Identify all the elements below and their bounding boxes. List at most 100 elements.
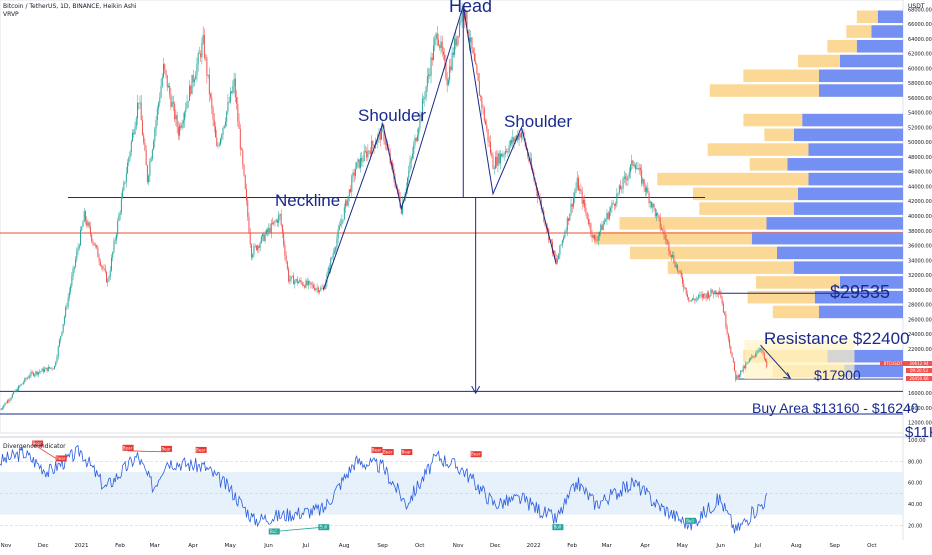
candle-body — [337, 229, 339, 239]
candle-body — [573, 197, 575, 207]
buy-area-label: Buy Area $13160 - $16240 — [752, 400, 919, 416]
price-tick-1: 66000.00 — [908, 22, 932, 28]
candle-body — [610, 207, 612, 212]
time-tick-17: Apr — [640, 543, 650, 549]
candle-body — [215, 126, 217, 138]
candle-body — [361, 158, 363, 162]
candle-body — [621, 188, 623, 190]
candle-body — [374, 144, 376, 148]
volume-profile-down-7 — [793, 128, 903, 142]
candle-body — [177, 127, 179, 136]
candle-body — [449, 66, 451, 80]
candle-body — [502, 154, 504, 157]
candle-body — [606, 213, 608, 220]
candle-body — [81, 226, 83, 231]
volume-profile-down-10 — [808, 172, 903, 186]
volume-profile-up-3 — [798, 54, 840, 68]
volume-profile-down-3 — [840, 54, 903, 68]
candle-body — [466, 10, 468, 31]
candle-body — [709, 295, 711, 298]
candle-body — [415, 138, 417, 141]
candle-body — [132, 132, 134, 142]
candle-body — [686, 294, 688, 297]
indicator-name[interactable]: VRVP — [3, 11, 19, 18]
candle-body — [184, 112, 186, 121]
candle-body — [40, 371, 42, 372]
candle-body — [565, 230, 567, 233]
candle-body — [347, 196, 349, 206]
candle-body — [61, 331, 63, 337]
oscillator-title[interactable]: Divergence Indicator — [3, 443, 66, 450]
candle-body — [265, 229, 267, 235]
candle-body — [710, 289, 712, 296]
candle-body — [93, 242, 95, 246]
candle-body — [660, 227, 662, 230]
candle-body — [52, 368, 54, 370]
price-tick-5: 58000.00 — [908, 81, 932, 87]
candle-body — [91, 234, 93, 241]
symbol-header[interactable]: Bitcoin / TetherUS, 1D, BINANCE, Heikin … — [3, 3, 137, 10]
candle-body — [753, 356, 755, 357]
candle-body — [442, 51, 444, 55]
oscillator-line — [0, 444, 768, 534]
candle-body — [320, 287, 322, 291]
candle-body — [605, 219, 607, 222]
candle-body — [352, 172, 354, 177]
candle-body — [47, 366, 49, 372]
candle-body — [643, 179, 645, 188]
candle-body — [148, 175, 150, 183]
candle-body — [454, 38, 456, 55]
candle-body — [41, 368, 43, 372]
candle-body — [257, 245, 259, 250]
candle-body — [314, 287, 316, 291]
candle-body — [651, 201, 653, 208]
candle-body — [581, 191, 583, 204]
candle-body — [316, 287, 318, 289]
candle-body — [700, 294, 702, 296]
candle-body — [498, 153, 500, 164]
price-tick-22: 24000.00 — [908, 332, 932, 338]
resistance-label: Resistance $22400 — [764, 329, 910, 348]
bull-marker-2 — [552, 524, 564, 531]
candle-body — [517, 135, 519, 141]
time-tick-15: Feb — [567, 543, 577, 549]
candle-body — [187, 101, 189, 102]
candle-body — [597, 235, 599, 241]
volume-profile-down-18 — [814, 290, 903, 304]
volume-profile-up-6 — [743, 113, 803, 127]
candle-body — [67, 297, 69, 307]
volume-profile-up-16 — [667, 261, 794, 274]
candle-body — [530, 158, 532, 169]
candle-body — [719, 291, 721, 294]
candle-body — [21, 383, 23, 385]
candle-body — [319, 290, 321, 293]
price-tick-0: 68000.00 — [908, 7, 932, 13]
candle-body — [11, 394, 13, 398]
candle-body — [762, 350, 764, 353]
candle-body — [14, 391, 16, 393]
candle-body — [68, 291, 70, 298]
candle-body — [159, 97, 161, 103]
candle-body — [221, 135, 223, 139]
candle-body — [186, 101, 188, 109]
candle-body — [653, 203, 655, 209]
bear-marker-0 — [32, 440, 44, 447]
candle-body — [325, 282, 327, 289]
candle-body — [679, 271, 681, 272]
candle-body — [471, 37, 473, 49]
candle-body — [185, 108, 187, 113]
candle-body — [238, 120, 240, 129]
price-tick-20: 28000.00 — [908, 303, 932, 309]
candle-body — [158, 102, 160, 109]
candle-body — [359, 158, 361, 168]
candle-body — [440, 41, 442, 49]
candle-body — [737, 375, 739, 378]
candle-body — [66, 306, 68, 308]
oscillator-tick-2: 60.00 — [908, 481, 922, 487]
candle-body — [224, 121, 226, 126]
candle-body — [281, 224, 283, 234]
volume-profile-up-12 — [699, 202, 794, 215]
neckline-label: Neckline — [275, 191, 341, 210]
candle-body — [582, 199, 584, 204]
